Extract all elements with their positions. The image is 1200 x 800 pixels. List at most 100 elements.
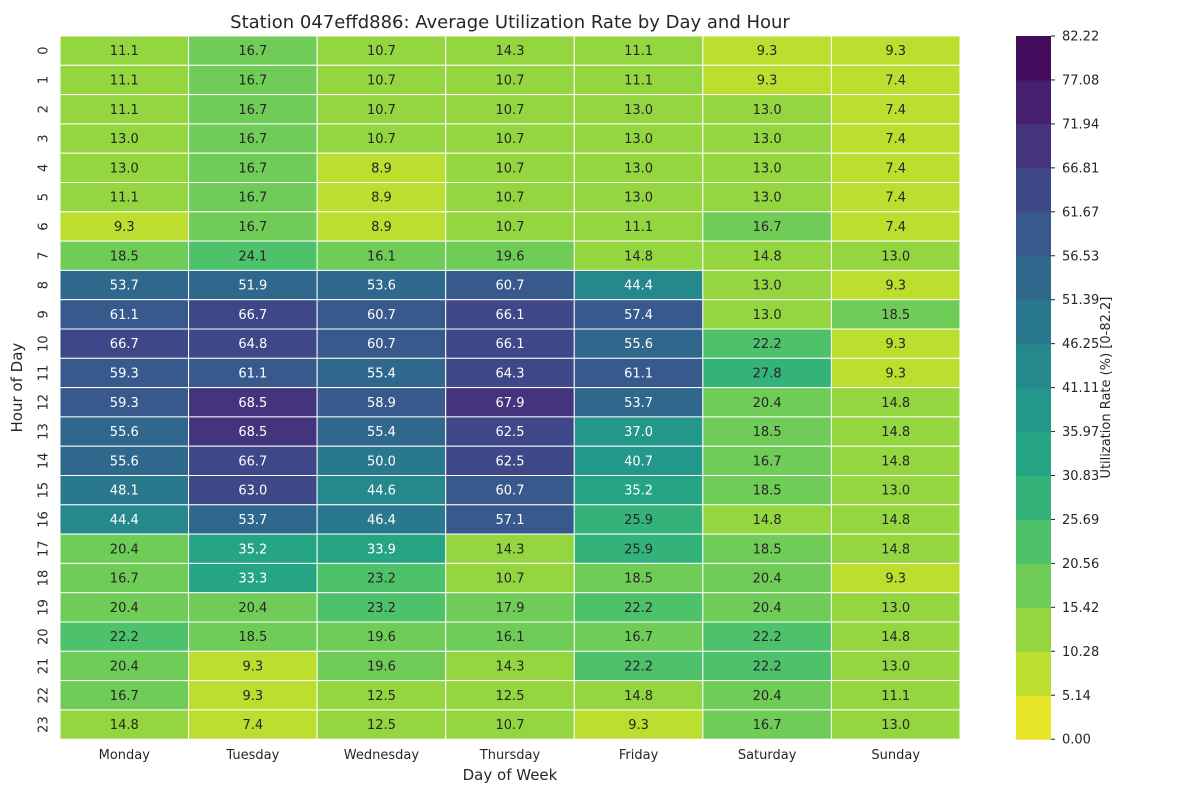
cell-value-label: 20.4 <box>238 601 267 616</box>
x-tick-label: Wednesday <box>344 748 420 763</box>
cell-value-label: 57.4 <box>624 308 653 323</box>
y-tick-label: 2 <box>37 105 52 113</box>
heatmap-cell <box>316 152 447 183</box>
y-tick-label: 13 <box>37 423 52 440</box>
cell-value-label: 55.4 <box>367 366 396 381</box>
heatmap-cell <box>573 592 704 623</box>
cell-value-label: 14.8 <box>624 689 653 704</box>
y-tick-label: 11 <box>37 365 52 382</box>
heatmap-cell <box>573 475 704 506</box>
cell-value-label: 16.7 <box>238 220 267 235</box>
cell-value-label: 60.7 <box>367 337 396 352</box>
cell-value-label: 7.4 <box>885 132 906 147</box>
heatmap-cell <box>59 357 190 389</box>
colorbar-tick-label: 77.08 <box>1062 73 1099 88</box>
heatmap-cell <box>59 182 190 213</box>
cell-value-label: 17.9 <box>496 601 525 616</box>
y-tick-label: 8 <box>37 281 52 289</box>
cell-value-label: 13.0 <box>881 249 910 264</box>
heatmap-cell <box>316 269 447 301</box>
colorbar-segment <box>1016 695 1051 740</box>
heatmap-cell <box>188 680 318 711</box>
colorbar-tick-label: 15.42 <box>1062 601 1099 616</box>
cell-value-label: 22.2 <box>110 630 139 645</box>
cell-value-label: 37.0 <box>624 425 653 440</box>
heatmap-cell <box>316 562 447 594</box>
heatmap-cell <box>830 475 961 506</box>
cell-value-label: 13.0 <box>753 161 782 176</box>
cell-value-label: 27.8 <box>753 366 782 381</box>
heatmap-cell <box>59 592 190 623</box>
heatmap-cell <box>702 240 832 271</box>
heatmap-cell <box>188 533 318 564</box>
heatmap-cell <box>59 445 190 477</box>
heatmap-cell <box>188 240 318 271</box>
cell-value-label: 25.9 <box>624 513 653 528</box>
cell-value-label: 9.3 <box>757 44 778 59</box>
colorbar-segment <box>1016 123 1051 169</box>
colorbar-tick-label: 25.69 <box>1062 513 1099 528</box>
cell-value-label: 11.1 <box>110 191 139 206</box>
cell-value-label: 63.0 <box>238 484 267 499</box>
cell-value-label: 13.0 <box>881 484 910 499</box>
heatmap-cell <box>702 35 832 66</box>
cell-value-label: 16.7 <box>238 103 267 118</box>
colorbar-segment <box>1016 519 1051 564</box>
cell-value-label: 14.8 <box>753 249 782 264</box>
x-tick-label: Sunday <box>871 748 920 763</box>
cell-value-label: 7.4 <box>885 191 906 206</box>
cell-value-label: 16.1 <box>496 630 525 645</box>
cell-value-label: 16.7 <box>753 220 782 235</box>
heatmap-cell <box>59 387 190 418</box>
heatmap-cell <box>573 211 704 242</box>
heatmap-cell <box>573 328 704 359</box>
heatmap-cell <box>702 680 832 711</box>
heatmap-cell <box>830 416 961 447</box>
cell-value-label: 13.0 <box>881 718 910 733</box>
colorbar-tick-label: 41.11 <box>1062 381 1099 396</box>
heatmap-cell <box>59 709 190 740</box>
heatmap-cell <box>573 445 704 477</box>
cell-value-label: 12.5 <box>367 689 396 704</box>
heatmap-cell <box>59 533 190 564</box>
heatmap-cell <box>59 299 190 330</box>
heatmap-cell <box>445 94 575 125</box>
heatmap-cell <box>830 123 961 154</box>
heatmap-cell <box>188 182 318 213</box>
cell-value-label: 50.0 <box>367 454 396 469</box>
colorbar-label: Utilization Rate (%) [0-82.2] <box>1099 297 1114 479</box>
cell-value-label: 7.4 <box>243 718 264 733</box>
heatmap-cell <box>830 680 961 711</box>
cell-value-label: 18.5 <box>753 542 782 557</box>
cell-value-label: 66.7 <box>238 454 267 469</box>
heatmap-cell <box>59 650 190 682</box>
heatmap-cell <box>59 504 190 535</box>
colorbar-tick-label: 61.67 <box>1062 205 1099 220</box>
cell-value-label: 22.2 <box>624 659 653 674</box>
y-tick-label: 12 <box>37 394 52 411</box>
cell-value-label: 61.1 <box>238 366 267 381</box>
cell-value-label: 22.2 <box>753 337 782 352</box>
heatmap-cell <box>702 328 832 359</box>
cell-value-label: 16.7 <box>624 630 653 645</box>
y-tick-label: 4 <box>37 164 52 172</box>
cell-value-label: 23.2 <box>367 601 396 616</box>
colorbar-segment <box>1016 343 1051 389</box>
cell-value-label: 20.4 <box>110 659 139 674</box>
cell-value-label: 13.0 <box>624 103 653 118</box>
heatmap-cell <box>830 357 961 389</box>
cell-value-label: 40.7 <box>624 454 653 469</box>
cell-value-label: 14.8 <box>110 718 139 733</box>
cell-value-label: 16.7 <box>753 454 782 469</box>
heatmap-cell <box>573 299 704 330</box>
cell-value-label: 9.3 <box>628 718 649 733</box>
y-tick-label: 16 <box>37 511 52 528</box>
heatmap-cell <box>445 299 575 330</box>
colorbar-segment <box>1016 431 1051 476</box>
y-tick-label: 3 <box>37 134 52 142</box>
x-axis-label: Day of Week <box>463 766 558 784</box>
heatmap-cell <box>316 94 447 125</box>
cell-value-label: 20.4 <box>753 396 782 411</box>
colorbar-tick-label: 46.25 <box>1062 337 1099 352</box>
